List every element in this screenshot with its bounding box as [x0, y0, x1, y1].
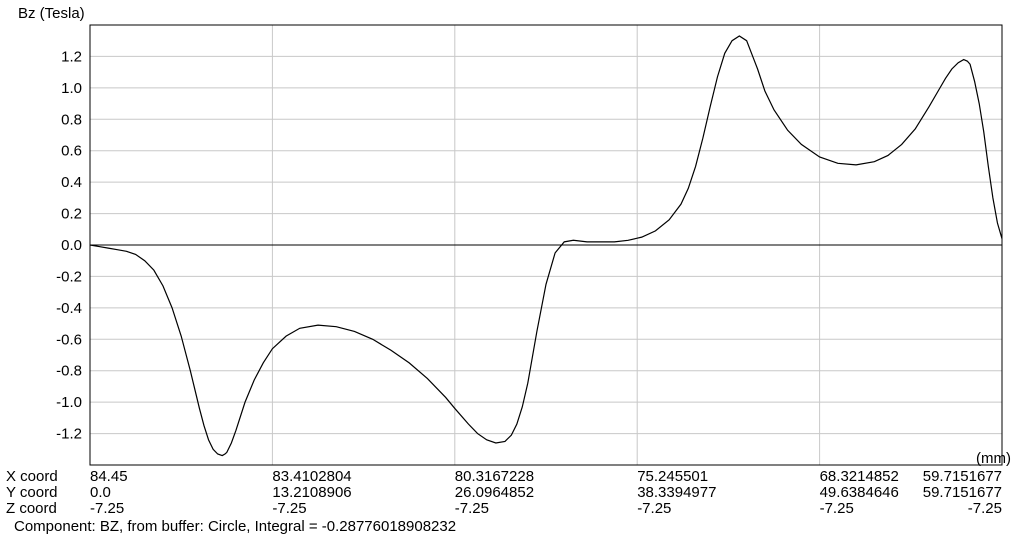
coord-table-cell: 0.0 [90, 484, 111, 501]
y-tick-label: 0.8 [61, 111, 82, 128]
coord-table-cell: -7.25 [90, 500, 124, 517]
y-tick-label: 0.4 [61, 174, 82, 191]
coord-table-cell: 80.3167228 [455, 468, 534, 485]
y-tick-label: 0.6 [61, 143, 82, 160]
coord-table-cell: -7.25 [455, 500, 489, 517]
plot-background [0, 0, 1020, 534]
coord-table-cell: 83.4102804 [272, 468, 351, 485]
coord-table-header: Y coord [6, 484, 57, 501]
coord-table-header: Z coord [6, 500, 57, 517]
footer-line: Component: BZ, from buffer: Circle, Inte… [14, 518, 456, 534]
y-tick-label: -0.4 [56, 300, 82, 317]
coord-table-cell: 13.2108906 [272, 484, 351, 501]
coord-table-cell: 75.245501 [637, 468, 708, 485]
y-tick-label: -1.0 [56, 394, 82, 411]
y-tick-label: -0.6 [56, 331, 82, 348]
y-tick-label: 0.0 [61, 237, 82, 254]
coord-table-cell: 59.7151677 [923, 468, 1002, 485]
coord-table-cell: 49.6384646 [820, 484, 899, 501]
y-tick-label: 0.2 [61, 206, 82, 223]
bz-line-chart: -1.2 -1.0 -0.8 -0.6 -0.4 -0.2 0.0 0.2 0.4 0.6 0.8 1… [0, 0, 1020, 534]
y-tick-label: 1.0 [61, 80, 82, 97]
coord-table-cell: 38.3394977 [637, 484, 716, 501]
coord-table-cell: 59.7151677 [923, 484, 1002, 501]
y-axis-label: Bz (Tesla) [18, 5, 85, 22]
coord-table-cell: -7.25 [820, 500, 854, 517]
coord-table-cell: 84.45 [90, 468, 128, 485]
x-axis-label: (mm) [976, 450, 1011, 467]
coord-table-cell: -7.25 [968, 500, 1002, 517]
y-tick-label: -0.2 [56, 268, 82, 285]
coord-table-cell: -7.25 [272, 500, 306, 517]
y-tick-label: -0.8 [56, 363, 82, 380]
coord-table-cell: 68.3214852 [820, 468, 899, 485]
coord-table-cell: 26.0964852 [455, 484, 534, 501]
y-tick-label: -1.2 [56, 426, 82, 443]
coord-table-cell: -7.25 [637, 500, 671, 517]
coord-table-header: X coord [6, 468, 58, 485]
y-tick-label: 1.2 [61, 48, 82, 65]
